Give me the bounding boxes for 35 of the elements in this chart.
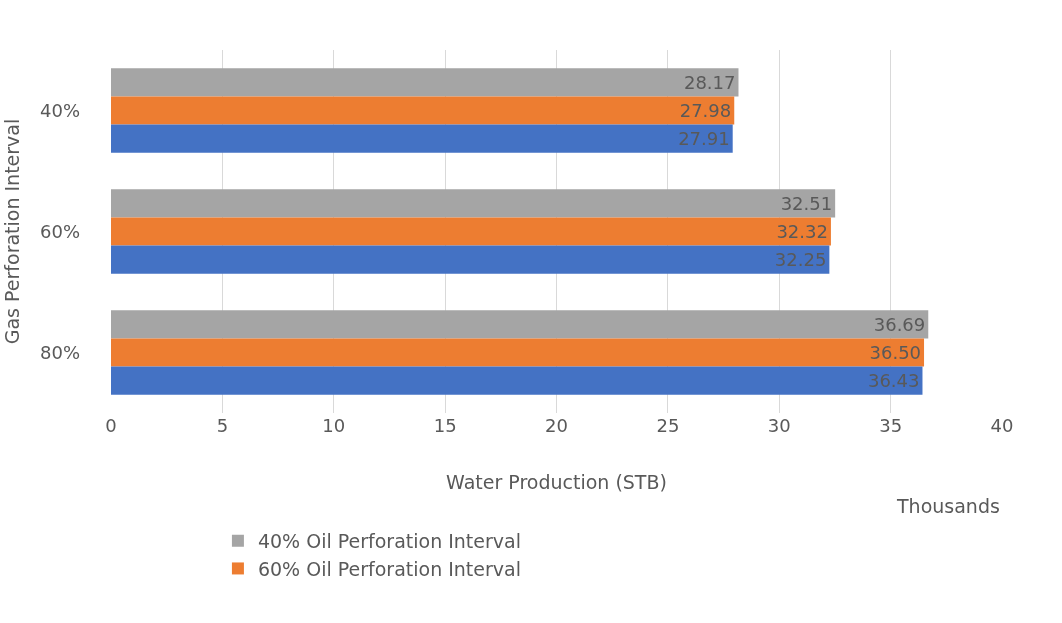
y-tick-label: 40%	[39, 99, 80, 121]
bar	[111, 338, 925, 367]
bar	[111, 366, 923, 395]
x-tick-label: 40	[990, 415, 1014, 436]
data-label: 36.50	[869, 342, 922, 363]
data-label: 36.43	[867, 370, 920, 392]
bar	[111, 217, 831, 246]
x-tick-label: 35	[879, 415, 903, 436]
x-tick-label: 20	[545, 415, 568, 436]
bar	[111, 310, 929, 339]
y-tick-label: 60%	[39, 220, 80, 242]
bar	[111, 124, 733, 153]
bar	[111, 189, 836, 218]
data-label: 32.25	[774, 249, 827, 271]
legend-label: 60% Oil Perforation Interval	[257, 557, 521, 580]
bar	[111, 245, 830, 274]
legend-label: 40% Oil Perforation Interval	[257, 530, 521, 553]
x-tick-label: 30	[767, 415, 791, 436]
y-tick-label: 80%	[39, 341, 80, 363]
data-label: 32.51	[780, 192, 833, 214]
x-tick-label: 25	[656, 415, 680, 436]
data-label: 36.69	[873, 313, 926, 335]
y-axis-title: Gas Perforation Interval	[0, 118, 23, 345]
text: Thousands	[896, 495, 1000, 517]
x-tick-label: 5	[216, 415, 229, 436]
x-tick-label: 10	[322, 415, 346, 436]
x-tick-label: 15	[433, 415, 457, 436]
data-label: 27.91	[678, 128, 730, 150]
bar	[111, 96, 735, 125]
x-axis-title: Water Production (STB)	[446, 470, 667, 493]
data-label: 27.98	[679, 100, 732, 121]
data-label: 32.32	[776, 221, 828, 242]
bar	[111, 68, 739, 97]
data-label: 28.17	[683, 71, 736, 93]
x-tick-label: 0	[105, 415, 117, 436]
